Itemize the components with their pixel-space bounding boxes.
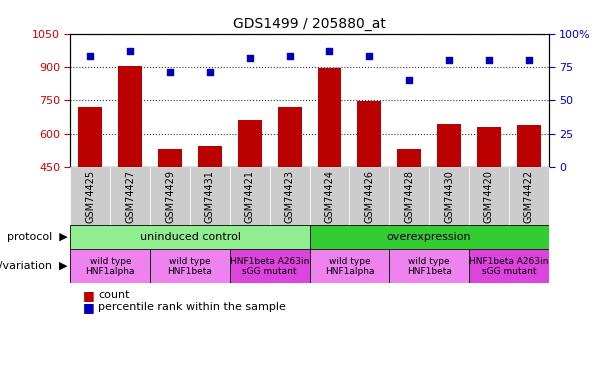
Text: wild type
HNF1alpha: wild type HNF1alpha — [325, 256, 374, 276]
Bar — [429, 167, 469, 225]
Bar — [389, 167, 429, 225]
Bar — [278, 107, 302, 267]
Text: GSM74422: GSM74422 — [524, 170, 534, 223]
Point — [524, 57, 533, 63]
Point — [405, 77, 414, 83]
Text: GSM74426: GSM74426 — [364, 170, 375, 223]
Text: count: count — [98, 291, 129, 300]
Text: HNF1beta A263in
sGG mutant: HNF1beta A263in sGG mutant — [230, 256, 310, 276]
Text: ■: ■ — [83, 289, 94, 302]
Text: HNF1beta A263in
sGG mutant: HNF1beta A263in sGG mutant — [469, 256, 549, 276]
Text: protocol  ▶: protocol ▶ — [7, 232, 67, 242]
Text: GSM74425: GSM74425 — [85, 170, 96, 223]
Text: GSM74430: GSM74430 — [444, 170, 454, 223]
Point — [444, 57, 454, 63]
Bar — [509, 167, 549, 225]
Text: GSM74420: GSM74420 — [484, 170, 494, 223]
Text: wild type
HNF1alpha: wild type HNF1alpha — [86, 256, 135, 276]
Bar — [78, 107, 102, 267]
Bar — [158, 149, 182, 267]
Text: ■: ■ — [83, 301, 94, 314]
Bar — [310, 225, 549, 249]
Bar — [310, 249, 389, 283]
Bar — [230, 249, 310, 283]
Point — [245, 55, 255, 61]
Text: percentile rank within the sample: percentile rank within the sample — [98, 303, 286, 312]
Text: GSM74423: GSM74423 — [284, 170, 295, 223]
Title: GDS1499 / 205880_at: GDS1499 / 205880_at — [233, 17, 386, 32]
Point — [364, 53, 374, 59]
Bar — [150, 249, 230, 283]
Bar — [118, 66, 142, 267]
Bar — [70, 167, 110, 225]
Bar — [190, 167, 230, 225]
Text: genotype/variation  ▶: genotype/variation ▶ — [0, 261, 67, 271]
Text: GSM74421: GSM74421 — [245, 170, 255, 223]
Point — [205, 69, 215, 75]
Point — [125, 48, 135, 54]
Bar — [70, 225, 310, 249]
Text: GSM74431: GSM74431 — [205, 170, 215, 223]
Bar — [238, 120, 262, 267]
Bar — [357, 101, 381, 267]
Text: GSM74424: GSM74424 — [324, 170, 335, 223]
Bar — [349, 167, 389, 225]
Bar — [230, 167, 270, 225]
Point — [484, 57, 494, 63]
Bar — [469, 167, 509, 225]
Bar — [397, 149, 421, 267]
Bar — [389, 249, 469, 283]
Point — [166, 69, 175, 75]
Point — [284, 53, 294, 59]
Text: GSM74427: GSM74427 — [125, 170, 135, 223]
Text: wild type
HNF1beta: wild type HNF1beta — [167, 256, 213, 276]
Point — [86, 53, 96, 59]
Bar — [477, 127, 501, 267]
Bar — [70, 249, 150, 283]
Bar — [469, 249, 549, 283]
Text: wild type
HNF1beta: wild type HNF1beta — [406, 256, 452, 276]
Bar — [517, 125, 541, 267]
Bar — [110, 167, 150, 225]
Text: overexpression: overexpression — [387, 232, 471, 242]
Bar — [310, 167, 349, 225]
Text: GSM74429: GSM74429 — [165, 170, 175, 223]
Text: uninduced control: uninduced control — [140, 232, 240, 242]
Text: GSM74428: GSM74428 — [404, 170, 414, 223]
Bar — [437, 124, 461, 267]
Bar — [198, 146, 222, 267]
Bar — [270, 167, 310, 225]
Bar — [318, 68, 341, 267]
Bar — [150, 167, 190, 225]
Point — [325, 48, 335, 54]
